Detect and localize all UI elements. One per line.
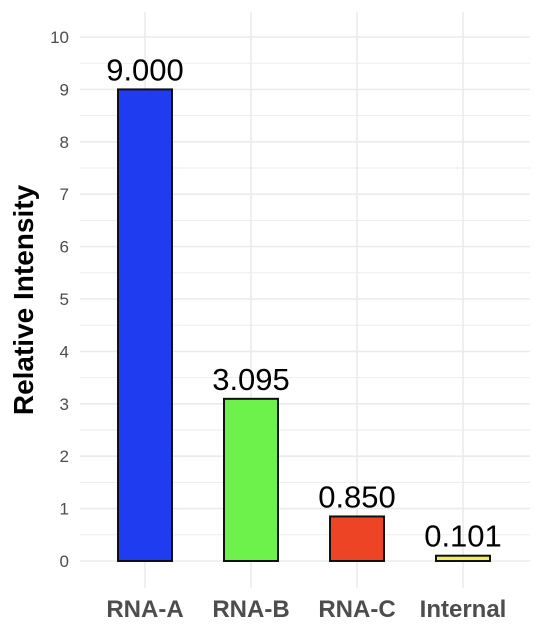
bars <box>117 88 491 563</box>
y-tick-label: 9 <box>60 80 69 99</box>
value-labels: 9.000 3.095 0.850 0.101 <box>106 52 502 553</box>
x-tick-label: RNA-C <box>318 596 395 623</box>
bar-rna-a <box>117 88 173 563</box>
y-tick-label: 3 <box>60 395 69 414</box>
bar-internal <box>435 554 491 562</box>
y-tick-label: 2 <box>60 447 69 466</box>
bar-rna-b <box>223 397 279 562</box>
value-label: 0.101 <box>424 519 502 554</box>
y-tick-label: 7 <box>60 185 69 204</box>
value-label: 9.000 <box>106 52 184 87</box>
y-tick-label: 8 <box>60 133 69 152</box>
x-axis-labels: RNA-A RNA-B RNA-C Internal <box>106 596 506 623</box>
y-tick-label: 10 <box>50 28 69 47</box>
value-label: 3.095 <box>212 362 290 397</box>
x-tick-label: Internal <box>420 596 507 623</box>
y-tick-label: 1 <box>60 500 69 519</box>
x-tick-label: RNA-B <box>212 596 289 623</box>
x-tick-label: RNA-A <box>106 596 183 623</box>
y-axis-title: Relative Intensity <box>8 184 39 415</box>
bar-rna-c <box>329 515 385 563</box>
y-tick-label: 4 <box>60 342 69 361</box>
y-axis-ticks: 0 1 2 3 4 5 6 7 8 9 10 <box>50 28 69 571</box>
y-tick-label: 0 <box>60 552 69 571</box>
y-tick-label: 6 <box>60 238 69 257</box>
y-tick-label: 5 <box>60 290 69 309</box>
value-label: 0.850 <box>318 479 396 514</box>
